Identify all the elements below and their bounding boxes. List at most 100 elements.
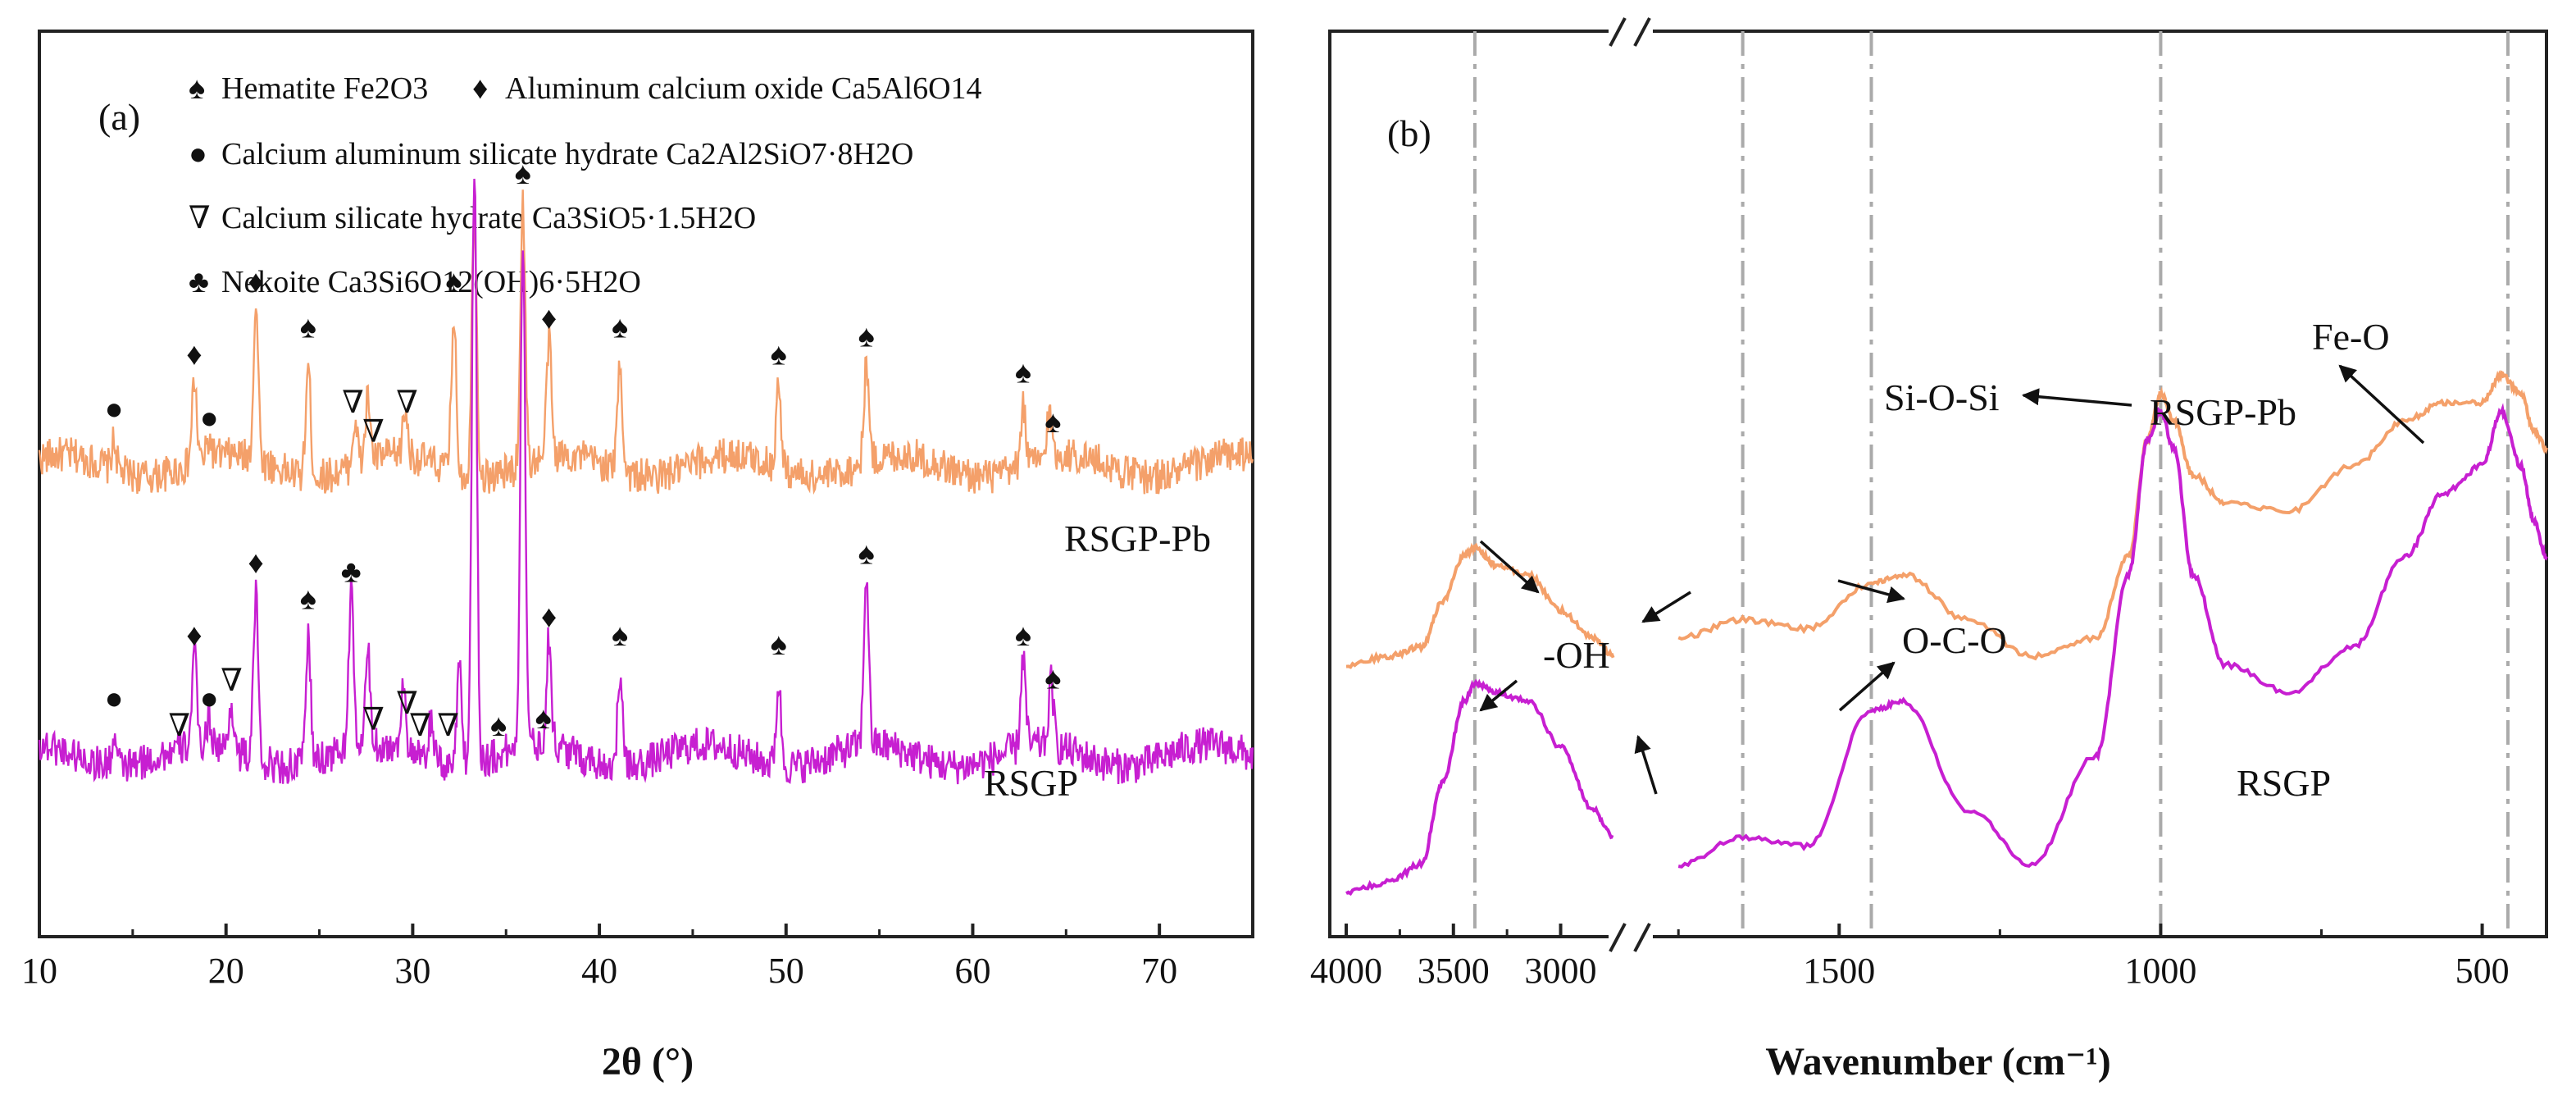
peak-label: ∇ — [342, 385, 364, 420]
peak-label: ♠ — [1045, 405, 1061, 440]
peak-label: ♠ — [490, 709, 507, 743]
peak-label: ♠ — [612, 310, 628, 344]
x-tick-label: 500 — [2455, 951, 2510, 991]
peak-label: ♣ — [341, 555, 362, 590]
panel-a-peak-labels: ●♦●♦♠∇∇∇♠♠♦ ♠♠♠♠♠●∇♦●∇♦♠♣∇ ∇∇ ∇ ♠ ♠♦♠ ♠♠♠♠ — [105, 157, 1062, 743]
peak-label: ∇ — [409, 709, 431, 743]
x-tick-label: 50 — [768, 951, 804, 991]
peak-label: ♠ — [771, 338, 787, 372]
series-label-rsgp-b: RSGP — [2237, 762, 2331, 804]
peak-label: ∇ — [362, 415, 385, 449]
x-tick-label: 10 — [21, 951, 57, 991]
x-tick-label: 3000 — [1525, 951, 1597, 991]
panel-a-series — [38, 178, 1254, 785]
peak-label: ● — [200, 682, 219, 716]
panel-a-letter: (a) — [98, 96, 140, 138]
peak-label: ● — [105, 392, 124, 427]
peak-label: ♠ — [300, 582, 316, 617]
peak-label: ♦ — [186, 338, 202, 372]
peak-label: ● — [105, 682, 124, 716]
x-tick-label: 3500 — [1418, 951, 1490, 991]
legend-entry: Calcium silicate hydrate Ca3SiO5·1.5H2O — [221, 201, 756, 235]
peak-label: ♠ — [1015, 356, 1031, 390]
panel-b-ftir: (b) 4000 3500 3000 1500 1000 500 -OH O-C-O Si… — [1310, 17, 2548, 1083]
panel-a-legend: ♠ Hematite Fe2O3 ♦ Aluminum calcium oxide C… — [189, 71, 982, 299]
peak-label: ♦ — [541, 301, 557, 335]
peak-label: ∇ — [362, 702, 385, 737]
peak-label: ♠ — [1045, 662, 1061, 696]
peak-label: ♠ — [535, 701, 552, 736]
panel-b-annotations — [1479, 364, 2425, 795]
x-tick-label: 20 — [208, 951, 244, 991]
legend-symbol: ♠ — [189, 71, 205, 106]
x-tick-label: 1000 — [2124, 951, 2196, 991]
series-label-rsgp-pb-b: RSGP-Pb — [2150, 391, 2296, 433]
panel-a-frame — [38, 30, 1254, 938]
peak-label: ♠ — [612, 618, 628, 653]
series-rsgp-b-segment — [1345, 678, 1614, 896]
panel-a-x-axis-label: 2θ (°) — [602, 1040, 694, 1083]
series-rsgp-pb-b-segment — [1677, 370, 2548, 661]
x-tick-label: 1500 — [1803, 951, 1875, 991]
x-tick-label: 4000 — [1310, 951, 1382, 991]
annotation-feo: Fe-O — [2312, 316, 2390, 358]
peak-label: ● — [200, 401, 219, 436]
legend-symbol: ♦ — [472, 71, 488, 106]
peak-label: ♦ — [248, 265, 263, 299]
peak-label: ♠ — [445, 265, 462, 299]
annotation-oh: -OH — [1543, 634, 1610, 676]
peak-label: ∇ — [396, 687, 418, 721]
series-rsgp-pb-b-segment — [1345, 542, 1615, 669]
legend-symbol: ♣ — [189, 265, 209, 299]
x-tick-label: 30 — [394, 951, 430, 991]
legend-entry: Nekoite Ca3Si6O12(OH)6·5H2O — [221, 265, 641, 299]
arrow-oco-2 — [1838, 661, 1896, 712]
peak-label: ♠ — [858, 319, 875, 354]
panel-b-series — [1345, 370, 2548, 896]
panel-b-frame — [1328, 30, 2548, 938]
x-tick-label: 60 — [954, 951, 990, 991]
x-tick-label: 70 — [1141, 951, 1177, 991]
peak-label: ♠ — [858, 536, 875, 571]
arrow-oh-3 — [1479, 679, 1518, 712]
legend-entry: Hematite Fe2O3 — [221, 71, 428, 106]
panel-b-reference-lines — [1472, 31, 2510, 937]
series-label-rsgp-pb-a: RSGP-Pb — [1064, 518, 1211, 559]
arrow-oco-1 — [1837, 579, 1906, 604]
arrow-oh-4 — [1634, 734, 1658, 795]
x-tick-label: 40 — [581, 951, 617, 991]
series-label-rsgp-a: RSGP — [984, 762, 1078, 804]
panel-b-axis-break — [1609, 17, 1653, 952]
annotation-oco: O-C-O — [1902, 619, 2007, 661]
annotation-siosi: Si-O-Si — [1884, 376, 2000, 418]
series-rsgp-b-segment — [1677, 403, 2548, 869]
peak-label: ♠ — [1015, 618, 1031, 653]
axis-break-slash — [1609, 923, 1627, 952]
peak-label: ♦ — [186, 618, 202, 653]
peak-label: ♦ — [248, 545, 263, 580]
peak-label: ♠ — [300, 310, 316, 344]
axis-break-slash — [1609, 17, 1627, 47]
peak-label: ∇ — [221, 664, 243, 698]
peak-label: ∇ — [396, 385, 418, 420]
legend-entry: Aluminum calcium oxide Ca5Al6O14 — [505, 71, 982, 106]
arrow-oh-2 — [1641, 591, 1691, 623]
peak-label: ♦ — [541, 600, 557, 635]
peak-label: ♠ — [515, 157, 531, 191]
panel-a-x-axis: 10 20 30 40 50 60 70 — [21, 924, 1177, 991]
legend-symbol: ● — [189, 137, 207, 171]
arrow-feo — [2338, 364, 2425, 445]
panel-b-x-axis-label: Wavenumber (cm⁻¹) — [1765, 1040, 2110, 1083]
series-rsgp-a — [38, 178, 1254, 785]
legend-symbol: ∇ — [189, 201, 211, 235]
legend-entry: Calcium aluminum silicate hydrate Ca2Al2… — [221, 137, 913, 171]
series-rsgp-pb-a — [38, 189, 1254, 495]
peak-label: ∇ — [437, 709, 459, 743]
axis-break-slash — [1633, 17, 1651, 47]
panel-b-x-axis: 4000 3500 3000 1500 1000 500 — [1310, 924, 2510, 991]
arrow-siosi — [2021, 388, 2132, 407]
panel-b-letter: (b) — [1387, 112, 1431, 154]
axis-break-slash — [1633, 923, 1651, 952]
arrow-oh-1 — [1479, 540, 1540, 594]
